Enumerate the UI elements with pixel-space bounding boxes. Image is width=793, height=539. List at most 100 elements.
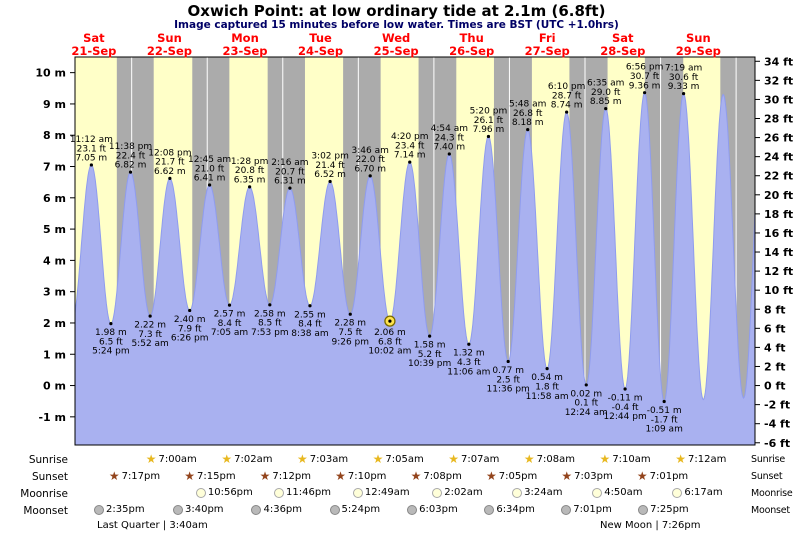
tide-point-dot <box>388 319 392 323</box>
high-tide-annotation-line: 12:08 pm <box>148 148 191 158</box>
tide-point-dot <box>408 160 412 164</box>
low-tide-annotation-line: 5:52 am <box>131 339 168 349</box>
sunrise-icon: ★ <box>675 452 686 466</box>
low-tide-annotation-line: 2.40 m <box>174 315 206 325</box>
moonset-label-left: Moonset <box>23 505 68 517</box>
tide-point-dot <box>604 107 608 111</box>
sunset-label-left: Sunset <box>31 471 68 483</box>
sunrise-time: 7:07am <box>461 453 500 465</box>
tide-point-dot <box>526 127 530 132</box>
moonrise-icon <box>352 487 363 498</box>
y-axis-label-ft: 30 ft <box>764 93 793 106</box>
day-label-dow: Mon <box>231 31 259 45</box>
tide-point-dot <box>545 367 549 371</box>
low-tide-annotation-line: 2.58 m <box>254 309 286 319</box>
y-axis-label-m: 3 m <box>43 286 66 299</box>
low-tide-annotation-line: 2.57 m <box>214 310 246 320</box>
low-tide-annotation-line: 8.4 ft <box>218 319 242 329</box>
sunrise-event: ★ 7:07am <box>448 453 499 465</box>
low-tide-annotation-line: 9:26 pm <box>331 337 369 347</box>
high-tide-annotation-line: 6.41 m <box>194 174 226 184</box>
y-axis-label-ft: 4 ft <box>764 341 786 354</box>
sunrise-event: ★ 7:12am <box>675 453 726 465</box>
low-tide-annotation-line: -1.7 ft <box>651 415 678 425</box>
sunrise-event: ★ 7:00am <box>146 453 197 465</box>
high-tide-annotation-line: 6.70 m <box>354 165 386 175</box>
low-tide-annotation-line: 2.22 m <box>134 321 166 331</box>
tide-point-dot <box>506 359 510 364</box>
day-label-dow: Wed <box>382 31 410 45</box>
moonrise-icon <box>432 487 443 498</box>
moonset-event: 4:36pm <box>251 504 302 515</box>
sunrise-time: 7:10am <box>612 453 651 465</box>
high-tide-annotation-line: 8.74 m <box>551 101 583 111</box>
tide-point-dot <box>268 303 272 307</box>
y-axis-label-ft: 10 ft <box>764 284 793 297</box>
moonset-time: 6:34pm <box>496 504 535 515</box>
sunset-event: ★ 7:05pm <box>486 470 537 482</box>
day-label-dow: Sat <box>612 31 634 45</box>
moonset-icon <box>329 504 340 515</box>
sunrise-icon: ★ <box>448 452 460 466</box>
y-axis-label-m: 2 m <box>43 317 66 330</box>
high-tide-annotation-line: 6.62 m <box>154 167 186 177</box>
tide-point-dot <box>308 304 312 308</box>
moonset-label-right: Moonset <box>751 505 790 516</box>
sunset-event: ★ 7:03pm <box>561 470 612 482</box>
tide-point-dot <box>207 183 212 187</box>
sunrise-label-right: Sunrise <box>751 454 786 465</box>
low-tide-annotation-line: 4.3 ft <box>457 358 481 368</box>
y-axis-label-m: -1 m <box>38 411 66 424</box>
sunrise-icon: ★ <box>372 452 384 466</box>
low-tide-annotation-line: 0.1 ft <box>574 399 598 409</box>
high-tide-annotation-line: 8.18 m <box>512 118 544 128</box>
low-tide-annotation-line: 7.3 ft <box>138 330 162 340</box>
tide-point-dot <box>467 342 471 346</box>
moonrise-time: 12:49am <box>364 487 410 498</box>
low-tide-annotation-line: 2.55 m <box>294 310 326 320</box>
sunrise-event: ★ 7:03am <box>297 453 348 465</box>
sunset-icon: ★ <box>335 469 346 483</box>
sunrise-label-left: Sunrise <box>28 454 68 466</box>
high-tide-annotation-line: 22.4 ft <box>116 151 146 161</box>
low-tide-annotation-line: 10:02 am <box>368 347 411 357</box>
tide-point-dot <box>109 321 113 326</box>
y-axis-label-ft: -2 ft <box>764 399 790 412</box>
y-axis-label-ft: 16 ft <box>764 227 793 240</box>
high-tide-annotation-line: 1:28 pm <box>231 157 269 167</box>
low-tide-annotation-line: 6.8 ft <box>378 337 402 347</box>
high-tide-annotation-line: 28.7 ft <box>552 91 582 101</box>
y-axis-label-m: 1 m <box>43 348 66 361</box>
day-label-date: 23-Sep <box>222 44 267 58</box>
high-tide-annotation-line: 2:16 am <box>271 158 308 168</box>
moonrise-time: 3:24am <box>524 487 563 498</box>
y-axis-label-m: 8 m <box>43 129 66 142</box>
y-axis-label-ft: 22 ft <box>764 170 793 183</box>
sunrise-time: 7:02am <box>234 453 273 465</box>
day-label-date: 29-Sep <box>676 44 721 58</box>
high-tide-annotation-line: 6:35 am <box>587 79 624 89</box>
sunset-row: Sunset ★ 7:17pm ★ 7:15pm ★ 7:12pm ★ 7:10pm ★ 7:08… <box>0 469 793 486</box>
sunset-event: ★ 7:15pm <box>184 470 235 482</box>
high-tide-annotation-line: 26.8 ft <box>513 109 543 119</box>
y-axis-label-m: 9 m <box>43 98 66 111</box>
high-tide-annotation-line: 7.96 m <box>473 125 505 135</box>
high-tide-annotation-line: 24.3 ft <box>435 133 465 143</box>
tide-point-dot <box>348 312 352 316</box>
high-tide-annotation-line: 3:46 am <box>352 146 389 156</box>
high-tide-annotation-line: 12:45 am <box>188 155 231 165</box>
moonrise-label-left: Moonrise <box>20 488 68 500</box>
day-label-date: 24-Sep <box>298 44 343 58</box>
sunset-time: 7:10pm <box>347 470 387 482</box>
high-tide-annotation-line: 7.14 m <box>394 151 426 161</box>
sunrise-time: 7:05am <box>385 453 424 465</box>
tide-point-dot <box>368 174 372 178</box>
day-label-dow: Sun <box>686 31 711 45</box>
high-tide-annotation-line: 6.82 m <box>115 161 147 171</box>
high-tide-annotation-line: 6:56 pm <box>626 63 664 73</box>
tide-point-dot <box>486 134 491 139</box>
tide-point-dot <box>227 303 232 307</box>
high-tide-annotation-line: 9.33 m <box>668 82 700 92</box>
moonset-icon <box>94 504 105 515</box>
moonset-time: 2:35pm <box>106 504 145 515</box>
